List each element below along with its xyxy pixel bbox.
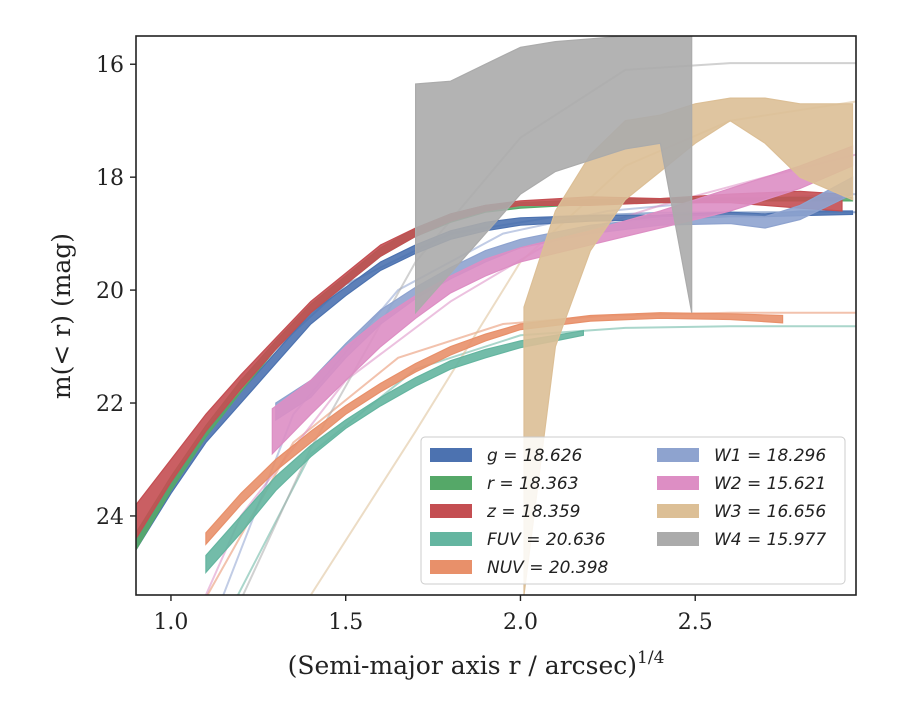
legend-label-g: g = 18.626 [487,446,583,466]
legend-swatch-w3 [657,504,699,518]
legend-box [420,436,846,585]
nuv-model-line [206,311,856,595]
x-tick-label: 1.0 [153,610,188,635]
y-tick-label: 16 [96,53,124,78]
legend: g = 18.626 r = 18.363 z = 18.359 FUV = 20.6… [420,436,846,585]
legend-label-r: r = 18.363 [487,474,579,494]
y-tick-label: 24 [96,505,124,530]
w2-model-line [204,153,856,595]
legend-label-w3: W3 = 16.656 [714,502,826,522]
legend-label-fuv: FUV = 20.636 [487,530,606,550]
legend-swatch-z [430,504,472,518]
y-tick-label: 22 [96,392,124,417]
y-axis-label: m(< r) (mag) [47,233,76,399]
plot-frame [135,35,857,596]
y-tick-label: 18 [96,166,124,191]
x-tick-label: 2.0 [503,610,538,635]
legend-swatch-w1 [657,448,699,462]
legend-swatch-w4 [657,532,699,546]
legend-swatch-w2 [657,476,699,490]
legend-label-w2: W2 = 15.621 [714,474,826,494]
y-tick-label: 20 [96,279,124,304]
x-tick-label: 1.5 [328,610,363,635]
legend-swatch-r [430,476,472,490]
legend-swatch-fuv [430,532,472,546]
axis-ticks: 1.0 1.5 2.0 2.5 16 18 20 22 24 [96,53,713,635]
band-fuv [205,329,584,574]
x-axis-label: (Semi-major axis r / arcsec)1/4 [288,648,665,680]
x-axis-label-exponent: 1/4 [637,648,664,668]
band-nuv [205,312,784,546]
legend-label-z: z = 18.359 [486,502,580,522]
legend-label-w4: W4 = 15.977 [714,530,826,550]
data-bands [136,36,854,595]
legend-label-w1: W1 = 18.296 [714,446,826,466]
band-w4 [415,36,693,315]
legend-swatch-g [430,448,472,462]
legend-swatch-nuv [430,560,472,574]
x-tick-label: 2.5 [678,610,713,635]
legend-label-nuv: NUV = 20.398 [487,558,609,578]
